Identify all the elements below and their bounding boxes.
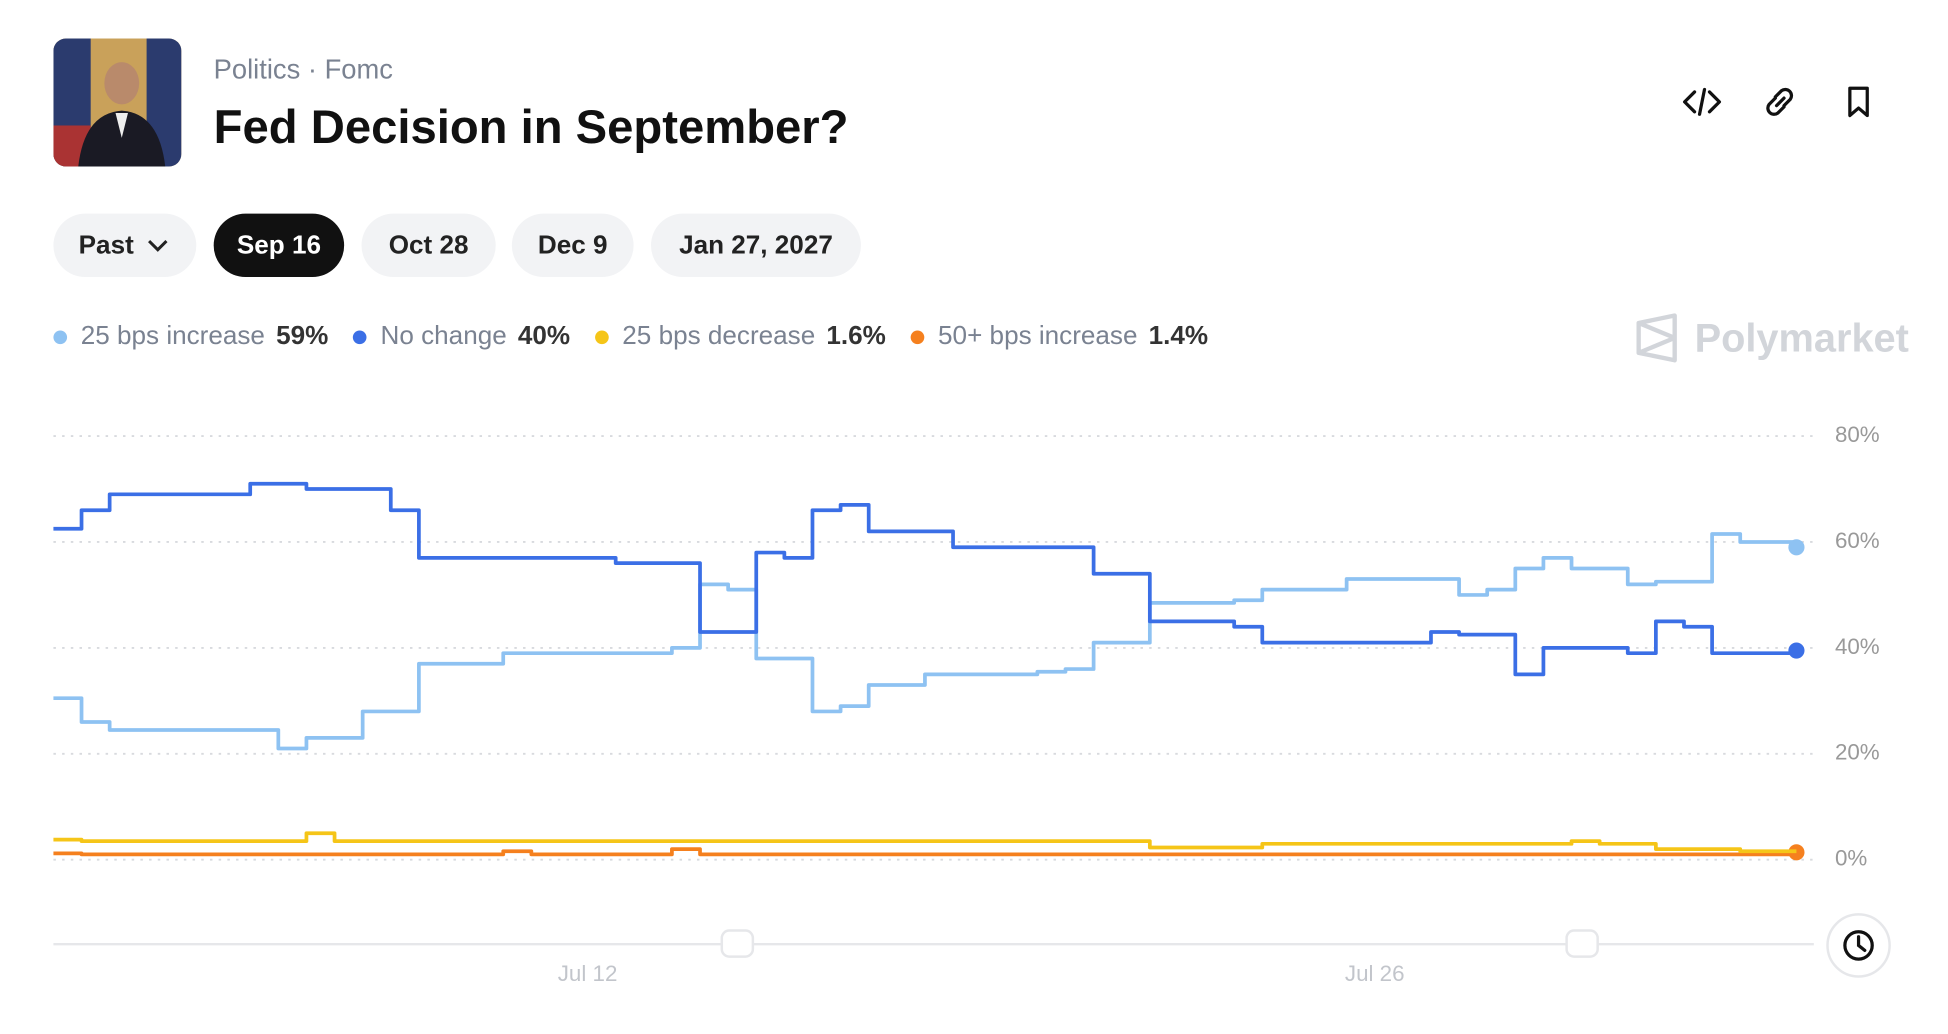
legend-swatch <box>594 329 609 344</box>
watermark-logo <box>1636 313 1677 363</box>
range-handle[interactable] <box>1565 929 1599 958</box>
tab-label: Oct 28 <box>388 230 469 260</box>
x-tick-label: Jul 12 <box>558 961 618 986</box>
legend-swatch <box>910 329 925 344</box>
subcategory[interactable]: Fomc <box>324 53 393 85</box>
tab-label: Past <box>78 230 134 260</box>
chart: Jul 26 Jul 12 80% 60% 40% 20% 0% <box>53 422 1891 986</box>
legend-label: 25 bps increase <box>80 321 265 351</box>
market-title: Fed Decision in September? <box>213 101 849 155</box>
end-dot <box>1788 642 1805 659</box>
date-tab[interactable]: Jan 27, 2027 <box>650 213 861 278</box>
y-tick-label: 0% <box>1835 846 1867 871</box>
legend-label: 25 bps decrease <box>622 321 816 351</box>
legend-label: 50+ bps increase <box>938 321 1138 351</box>
market-image <box>53 38 182 167</box>
x-tick-label: Jul 26 <box>1345 961 1405 986</box>
legend-item: 25 bps increase 59% <box>53 322 328 352</box>
legend-item: No change 40% <box>353 322 570 352</box>
tab-label: Dec 9 <box>537 230 608 260</box>
legend-value: 40% <box>517 321 571 351</box>
chevron <box>147 239 168 252</box>
date-tab[interactable]: Oct 28 <box>361 213 496 278</box>
legend-swatch <box>353 329 367 344</box>
y-tick-label: 60% <box>1835 528 1880 553</box>
date-tab[interactable]: Past <box>53 213 197 278</box>
watermark: Polymarket <box>1635 313 1909 363</box>
legend-value: 59% <box>276 321 329 351</box>
y-tick-label: 40% <box>1835 634 1880 659</box>
legend-swatch <box>53 329 68 344</box>
tab-label: Sep 16 <box>236 230 321 260</box>
legend-value: 1.6% <box>826 321 886 351</box>
watermark-text: Polymarket <box>1694 314 1909 360</box>
legend-item: 50+ bps increase 1.4% <box>910 321 1209 352</box>
legend: 25 bps increase 59% No change 40% 25 bps dec… <box>53 322 1233 352</box>
tab-label: Jan 27, 2027 <box>679 230 833 260</box>
y-tick-label: 20% <box>1835 740 1880 765</box>
y-tick-label: 80% <box>1835 422 1880 447</box>
legend-value: 1.4% <box>1148 321 1209 351</box>
series-line <box>53 532 1799 751</box>
category[interactable]: Politics <box>213 53 301 85</box>
legend-item: 25 bps decrease 1.6% <box>594 321 886 352</box>
series-line <box>53 847 1799 857</box>
end-dot <box>1788 539 1805 556</box>
bookmark-icon[interactable] <box>1848 86 1869 118</box>
actions <box>1683 86 1869 118</box>
link-icon[interactable] <box>1766 87 1794 116</box>
embed-icon[interactable] <box>1683 87 1722 116</box>
history-button[interactable] <box>1826 913 1891 978</box>
range-handle[interactable] <box>720 929 755 958</box>
date-tab[interactable]: Dec 9 <box>511 213 634 278</box>
lines <box>53 481 1805 861</box>
legend-label: No change <box>380 321 507 351</box>
series-line <box>53 831 1797 854</box>
date-tab[interactable]: Sep 16 <box>213 213 345 278</box>
breadcrumb: Politics · Fomc <box>213 53 393 85</box>
series-line <box>53 481 1799 677</box>
